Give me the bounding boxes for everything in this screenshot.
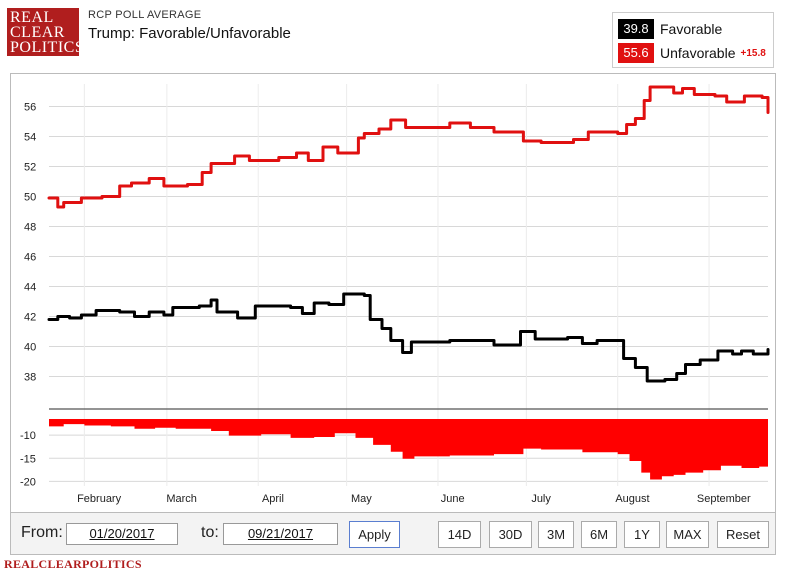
spread-value: +15.8 — [740, 47, 766, 59]
chart-svg[interactable]: 38 40 42 44 46 48 50 52 54 56 -10 -15 -20 February Mar… — [11, 74, 777, 514]
from-label: From: — [21, 524, 63, 541]
range-30d-button[interactable]: 30D — [489, 521, 532, 548]
favorable-label: Favorable — [660, 21, 723, 37]
x-tick-label: June — [441, 493, 465, 505]
y-tick-label: -20 — [20, 476, 36, 488]
logo-line-2: CLEAR — [10, 24, 65, 41]
y-tick-label: 50 — [24, 192, 36, 204]
favorable-line — [47, 292, 770, 383]
range-3m-button[interactable]: 3M — [538, 521, 574, 548]
x-tick-label: August — [615, 493, 649, 505]
x-tick-label: February — [77, 493, 122, 505]
y-tick-label: 44 — [24, 282, 36, 294]
chart-title: Trump: Favorable/Unfavorable — [88, 25, 291, 42]
chart-frame[interactable]: 38 40 42 44 46 48 50 52 54 56 -10 -15 -20 February Mar… — [10, 73, 776, 513]
apply-button[interactable]: Apply — [349, 521, 400, 548]
favorable-value-badge: 39.8 — [618, 19, 654, 39]
legend-unfavorable: 55.6 Unfavorable +15.8 — [618, 43, 766, 63]
from-date-input[interactable]: 01/20/2017 — [66, 523, 178, 545]
y-tick-label: 46 — [24, 252, 36, 264]
y-tick-label: 48 — [24, 222, 36, 234]
date-range-controls: From: 01/20/2017 to: 09/21/2017 Apply 14… — [10, 513, 776, 555]
y-tick-label: -15 — [20, 453, 36, 465]
x-tick-label: September — [697, 493, 751, 505]
logo-line-1: REAL — [10, 9, 54, 26]
x-tick-label: May — [351, 493, 372, 505]
y-tick-label: 42 — [24, 312, 36, 324]
y-tick-label: 56 — [24, 102, 36, 114]
y-tick-label: 40 — [24, 342, 36, 354]
to-label: to: — [201, 524, 219, 541]
range-14d-button[interactable]: 14D — [438, 521, 481, 548]
x-tick-label: March — [166, 493, 197, 505]
range-6m-button[interactable]: 6M — [581, 521, 617, 548]
to-date-input[interactable]: 09/21/2017 — [223, 523, 338, 545]
range-max-button[interactable]: MAX — [666, 521, 709, 548]
footer-brand: REALCLEARPOLITICS — [4, 557, 142, 571]
logo-line-3: POLITICS — [10, 39, 85, 56]
x-tick-label: July — [531, 493, 551, 505]
y-tick-label: 52 — [24, 162, 36, 174]
chart-subtitle: RCP POLL AVERAGE — [88, 9, 202, 21]
rcp-logo: REAL CLEAR POLITICS — [7, 8, 85, 56]
reset-button[interactable]: Reset — [717, 521, 769, 548]
legend-favorable: 39.8 Favorable — [618, 19, 722, 39]
unfavorable-value-badge: 55.6 — [618, 43, 654, 63]
y-tick-label: 54 — [24, 132, 36, 144]
unfavorable-line — [47, 85, 770, 209]
range-1y-button[interactable]: 1Y — [624, 521, 660, 548]
y-tick-label: 38 — [24, 372, 36, 384]
legend: 39.8 Favorable 55.6 Unfavorable +15.8 — [612, 12, 774, 68]
spread-area — [49, 419, 768, 480]
x-tick-label: April — [262, 493, 284, 505]
y-tick-label: -10 — [20, 430, 36, 442]
unfavorable-label: Unfavorable — [660, 45, 736, 61]
